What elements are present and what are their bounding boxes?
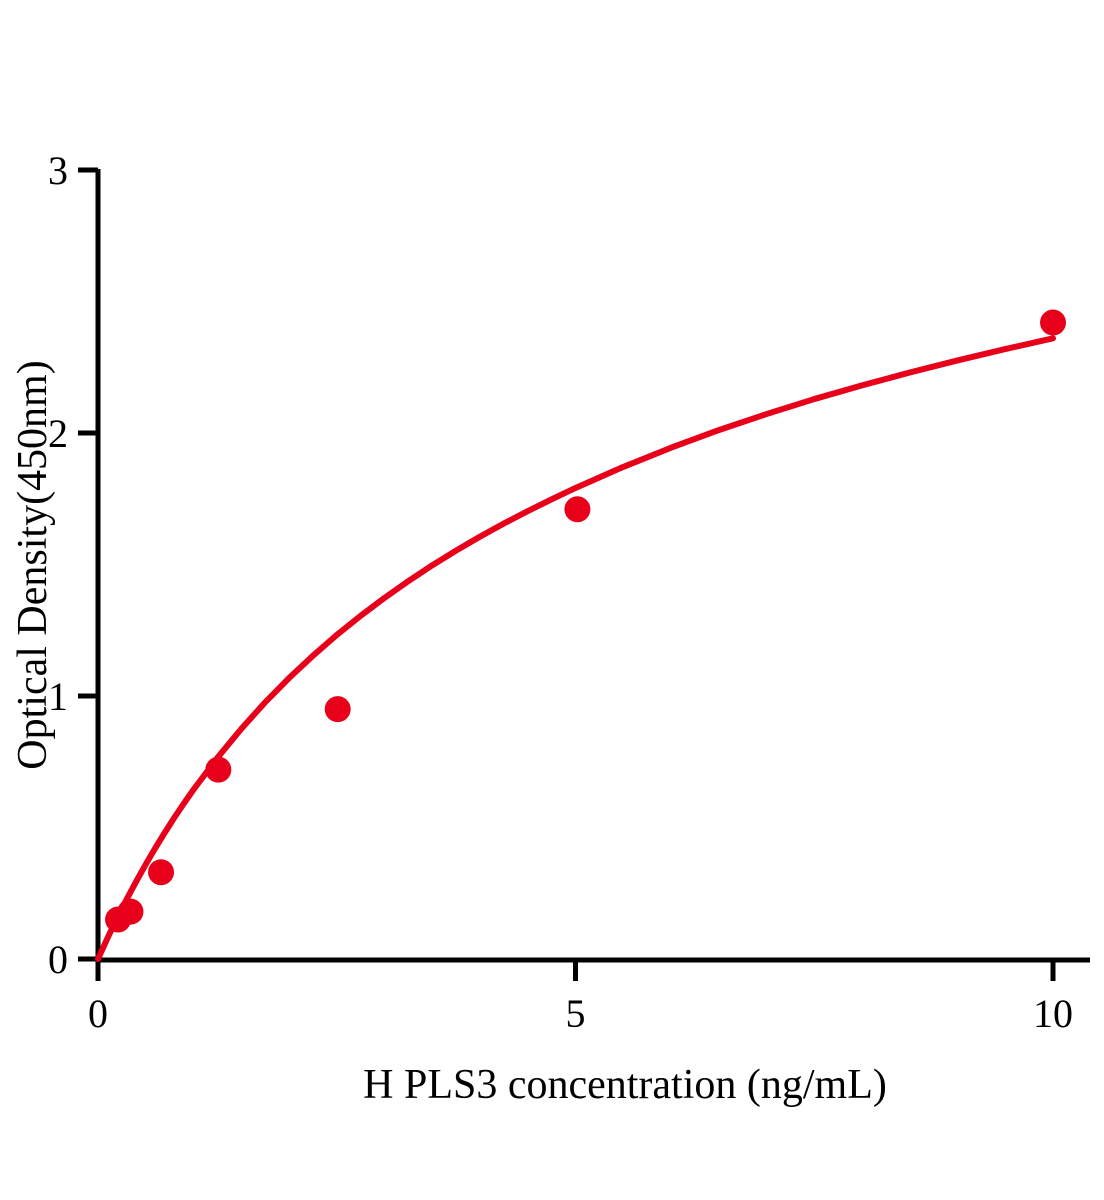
data-point-marker [148, 859, 175, 886]
data-point-marker [1040, 309, 1066, 336]
x-tick-label: 0 [88, 991, 108, 1036]
x-tick-label: 5 [566, 991, 586, 1036]
data-point-marker [205, 756, 232, 783]
y-axis-ticks: 0 1 2 3 [48, 148, 98, 982]
y-tick-label: 3 [48, 148, 68, 193]
y-tick-label: 1 [48, 674, 68, 719]
y-tick-label: 0 [48, 937, 68, 982]
y-axis-title: Optical Density(450nm) [10, 360, 56, 769]
data-point-marker [564, 496, 591, 523]
x-axis-ticks: 0 5 10 [88, 959, 1073, 1036]
data-point-marker [117, 898, 144, 925]
axes [95, 169, 1090, 963]
fit-curve [95, 335, 1056, 962]
data-points [105, 309, 1066, 933]
x-axis-title: H PLS3 concentration (ng/mL) [363, 1062, 887, 1108]
data-point-marker [324, 696, 351, 723]
x-tick-label: 10 [1033, 991, 1073, 1036]
y-tick-label: 2 [48, 411, 68, 456]
